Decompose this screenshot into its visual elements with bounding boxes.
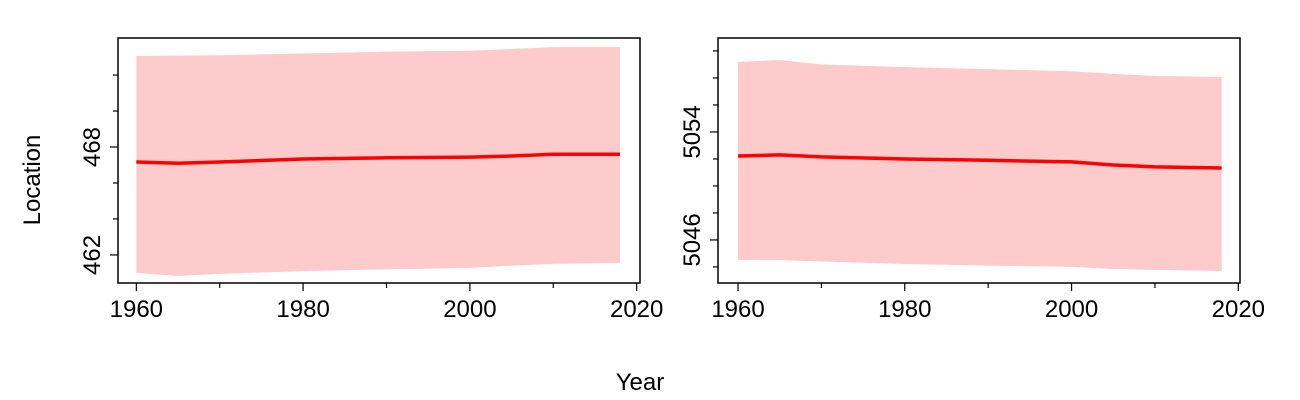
plot-frame (717, 37, 1241, 284)
y-axis-label: Location (19, 135, 46, 226)
x-tick-label: 1980 (276, 296, 329, 323)
x-tick-label: 1960 (110, 296, 163, 323)
x-axis-label: Year (616, 369, 665, 396)
x-tick-label: 2000 (1045, 296, 1098, 323)
line (737, 153, 1222, 170)
confidence-band (738, 60, 1222, 271)
line (136, 152, 620, 165)
x-tick-label: 1980 (878, 296, 931, 323)
x-tick-label: 1960 (711, 296, 764, 323)
y-tick-label: 462 (79, 235, 106, 275)
x-tick-label: 2020 (1212, 296, 1265, 323)
y-tick-label: 468 (79, 127, 106, 167)
confidence-band (136, 46, 620, 276)
y-tick-label: 5054 (679, 105, 706, 158)
y-tick-label: 5046 (679, 213, 706, 266)
x-tick-label: 2020 (610, 296, 663, 323)
plot-frame (117, 37, 641, 284)
x-tick-label: 2000 (443, 296, 496, 323)
